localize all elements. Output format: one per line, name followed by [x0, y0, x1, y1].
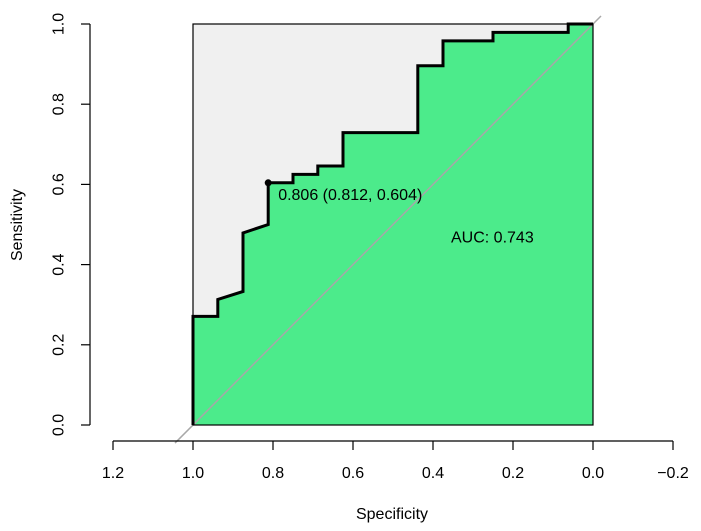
x-tick-label: 1.2: [102, 465, 124, 482]
y-tick-label: 0.2: [51, 334, 68, 356]
x-tick-label: 0.4: [422, 465, 444, 482]
x-tick-label: 0.2: [502, 465, 524, 482]
axes: 1.2 1.0 0.8 0.6 0.4 0.2 0.0 −0.2 0.0 0.2 0.4 0.6 0.8…: [51, 13, 689, 482]
x-tick-label: 0.8: [262, 465, 284, 482]
x-tick-label: 1.0: [182, 465, 204, 482]
y-tick-label: 0.8: [51, 93, 68, 115]
threshold-label: 0.806 (0.812, 0.604): [278, 187, 422, 204]
y-tick-label: 0.0: [51, 414, 68, 436]
y-tick-label: 0.6: [51, 173, 68, 195]
auc-label: AUC: 0.743: [451, 230, 534, 247]
y-axis-title: Sensitivity: [9, 189, 26, 261]
x-tick-label: 0.0: [582, 465, 604, 482]
x-axis-title: Specificity: [356, 506, 428, 523]
reference-diagonal: [174, 15, 602, 444]
x-tick-label: 0.6: [342, 465, 364, 482]
roc-curve: [191, 22, 593, 425]
plot-area: [174, 15, 602, 444]
y-tick-label: 1.0: [51, 13, 68, 35]
unit-square-frame: [192, 23, 594, 426]
x-tick-label: −0.2: [657, 465, 689, 482]
threshold-point: [264, 179, 272, 187]
y-tick-label: 0.4: [51, 253, 68, 275]
